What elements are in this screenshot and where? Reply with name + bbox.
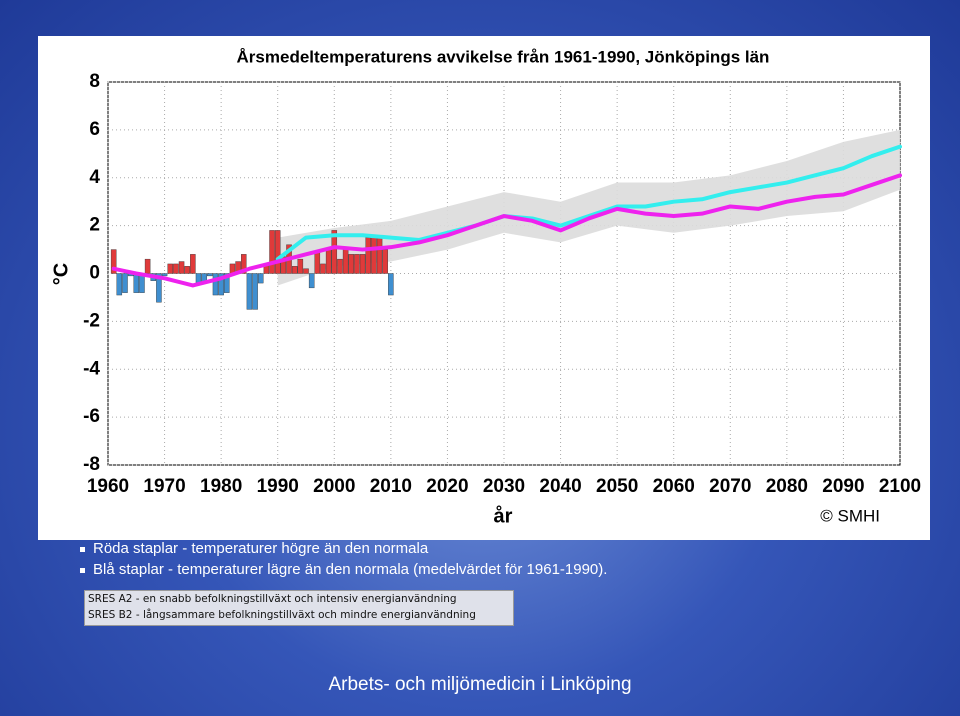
bar (365, 237, 371, 274)
y-tick-label: 8 (89, 71, 100, 92)
x-tick-label: 1960 (87, 476, 129, 497)
bar (161, 273, 168, 277)
footer: Arbets- och miljömedicin i Linköping (328, 674, 632, 695)
bar (212, 273, 219, 296)
x-tick-label: 2070 (709, 476, 751, 497)
x-tick-label: 1990 (257, 476, 299, 497)
bar (116, 273, 123, 296)
x-tick-label: 1970 (143, 476, 185, 497)
bar (303, 268, 309, 274)
bar (110, 249, 117, 274)
bar (167, 263, 173, 274)
y-tick-label: 2 (89, 215, 100, 236)
x-tick-label: 2030 (483, 476, 525, 497)
bar (207, 273, 213, 277)
x-tick-label: 2100 (879, 476, 921, 497)
scenario: SRES B2 - långsammare befolkningstillväx… (88, 609, 476, 621)
bar (257, 273, 264, 284)
chart-background (38, 36, 930, 540)
bar (178, 261, 185, 274)
bar (218, 273, 224, 296)
bullet: Blå staplar - temperaturer lägre än den … (80, 561, 607, 578)
bar (371, 234, 377, 274)
chart-title: Årsmedeltemperaturens avvikelse från 196… (237, 47, 770, 66)
y-tick-label: 4 (89, 167, 100, 188)
scenario-box: SRES A2 - en snabb befolkningstillväxt o… (84, 590, 514, 626)
scenario: SRES A2 - en snabb befolkningstillväxt o… (88, 593, 457, 605)
y-tick-label: -8 (83, 454, 100, 475)
bar (224, 273, 230, 293)
y-axis-label: °C (50, 263, 72, 285)
line (111, 173, 902, 288)
x-tick-label: 2010 (370, 476, 412, 497)
y-tick-label: -4 (83, 358, 100, 379)
bar (184, 266, 190, 274)
bar (382, 249, 388, 274)
bar (269, 230, 275, 274)
bar (156, 273, 162, 303)
bar (348, 254, 355, 274)
range-band (277, 129, 900, 286)
bar (337, 258, 343, 274)
bar (314, 251, 321, 274)
bar (320, 263, 326, 274)
bar (291, 266, 298, 274)
bar (388, 273, 394, 296)
bar (252, 273, 258, 310)
bar (376, 237, 383, 274)
x-tick-label: 2020 (426, 476, 468, 497)
y-tick-label: -2 (83, 310, 100, 331)
x-tick-label: 2060 (653, 476, 695, 497)
bar (325, 249, 332, 274)
bar (246, 273, 253, 310)
x-tick-label: 2090 (822, 476, 864, 497)
bar (354, 254, 360, 274)
x-tick-label: 2050 (596, 476, 638, 497)
credit: © SMHI (820, 506, 880, 525)
bar (122, 273, 128, 293)
bar (359, 254, 366, 274)
bar (173, 263, 179, 274)
x-tick-label: 2000 (313, 476, 355, 497)
x-tick-label: 2080 (766, 476, 808, 497)
bar (342, 249, 349, 274)
y-tick-label: 6 (89, 119, 100, 140)
bar (274, 230, 281, 274)
bar (308, 273, 315, 289)
bullet: Röda staplar - temperaturer högre än den… (80, 540, 428, 557)
bar (133, 273, 140, 293)
x-axis-label: år (494, 504, 513, 527)
x-tick-label: 2040 (539, 476, 581, 497)
line (275, 144, 902, 262)
bar (297, 258, 304, 274)
y-tick-label: 0 (89, 263, 100, 284)
bar (241, 254, 247, 274)
bar (331, 230, 338, 274)
y-tick-label: -6 (83, 406, 100, 427)
bar (144, 258, 151, 274)
x-tick-label: 1980 (200, 476, 242, 497)
bar (190, 254, 196, 274)
chart: Årsmedeltemperaturens avvikelse från 196… (38, 36, 930, 540)
